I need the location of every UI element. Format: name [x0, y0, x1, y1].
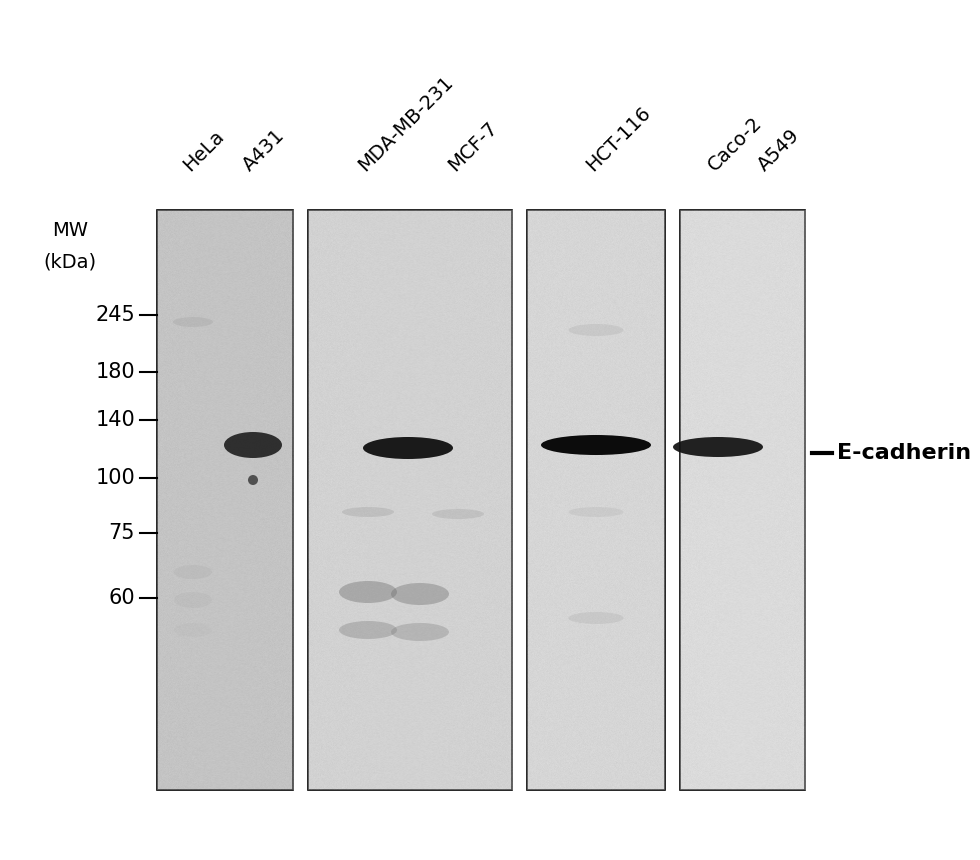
Bar [308, 210, 512, 790]
Text: MDA-MB-231: MDA-MB-231 [355, 72, 457, 175]
Text: HeLa: HeLa [179, 126, 227, 175]
Text: MW: MW [52, 220, 88, 239]
Ellipse shape [673, 437, 763, 457]
Ellipse shape [339, 581, 397, 603]
Ellipse shape [391, 583, 449, 605]
Ellipse shape [541, 435, 651, 455]
Text: HCT-116: HCT-116 [582, 103, 655, 175]
Ellipse shape [342, 507, 394, 517]
Ellipse shape [432, 509, 484, 519]
Bar [157, 210, 293, 790]
Text: A549: A549 [755, 126, 804, 175]
Ellipse shape [174, 565, 212, 579]
Ellipse shape [568, 612, 623, 624]
Text: 180: 180 [95, 362, 135, 382]
Text: Caco-2: Caco-2 [705, 114, 766, 175]
Bar [527, 210, 665, 790]
Text: 140: 140 [95, 410, 135, 430]
Text: 245: 245 [95, 305, 135, 325]
Text: A431: A431 [239, 126, 289, 175]
Ellipse shape [174, 592, 212, 608]
Ellipse shape [391, 623, 449, 641]
Ellipse shape [173, 317, 213, 327]
Bar [680, 210, 805, 790]
Ellipse shape [174, 623, 212, 637]
Ellipse shape [568, 324, 623, 336]
Ellipse shape [248, 475, 258, 485]
Text: 60: 60 [109, 588, 135, 608]
Text: (kDa): (kDa) [43, 253, 97, 272]
Ellipse shape [224, 432, 282, 458]
Ellipse shape [568, 507, 623, 517]
Ellipse shape [339, 621, 397, 639]
Text: MCF-7: MCF-7 [445, 119, 501, 175]
Ellipse shape [363, 437, 453, 459]
Text: E-cadherin: E-cadherin [837, 443, 971, 463]
Text: 100: 100 [95, 468, 135, 488]
Text: 75: 75 [109, 523, 135, 543]
